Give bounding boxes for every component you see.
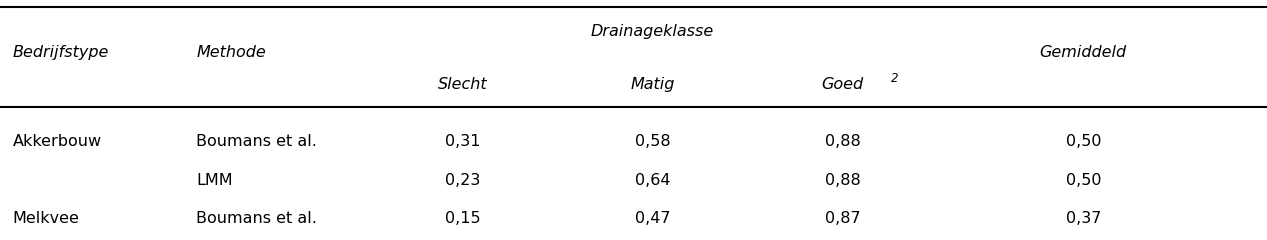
Text: Gemiddeld: Gemiddeld	[1040, 45, 1126, 60]
Text: Goed: Goed	[821, 77, 864, 92]
Text: Matig: Matig	[630, 77, 675, 92]
Text: 0,87: 0,87	[825, 211, 860, 226]
Text: 0,15: 0,15	[445, 211, 480, 226]
Text: Boumans et al.: Boumans et al.	[196, 211, 317, 226]
Text: 0,37: 0,37	[1066, 211, 1101, 226]
Text: 0,64: 0,64	[635, 173, 670, 188]
Text: Bedrijfstype: Bedrijfstype	[13, 45, 109, 60]
Text: 0,50: 0,50	[1066, 173, 1101, 188]
Text: 0,58: 0,58	[635, 134, 670, 149]
Text: Methode: Methode	[196, 45, 266, 60]
Text: 0,88: 0,88	[825, 173, 860, 188]
Text: 0,47: 0,47	[635, 211, 670, 226]
Text: 0,31: 0,31	[445, 134, 480, 149]
Text: 0,50: 0,50	[1066, 134, 1101, 149]
Text: 0,88: 0,88	[825, 134, 860, 149]
Text: Drainageklasse: Drainageklasse	[590, 24, 715, 39]
Text: 0,23: 0,23	[445, 173, 480, 188]
Text: LMM: LMM	[196, 173, 233, 188]
Text: 2: 2	[891, 72, 898, 85]
Text: Akkerbouw: Akkerbouw	[13, 134, 101, 149]
Text: Boumans et al.: Boumans et al.	[196, 134, 317, 149]
Text: Melkvee: Melkvee	[13, 211, 80, 226]
Text: Slecht: Slecht	[437, 77, 488, 92]
